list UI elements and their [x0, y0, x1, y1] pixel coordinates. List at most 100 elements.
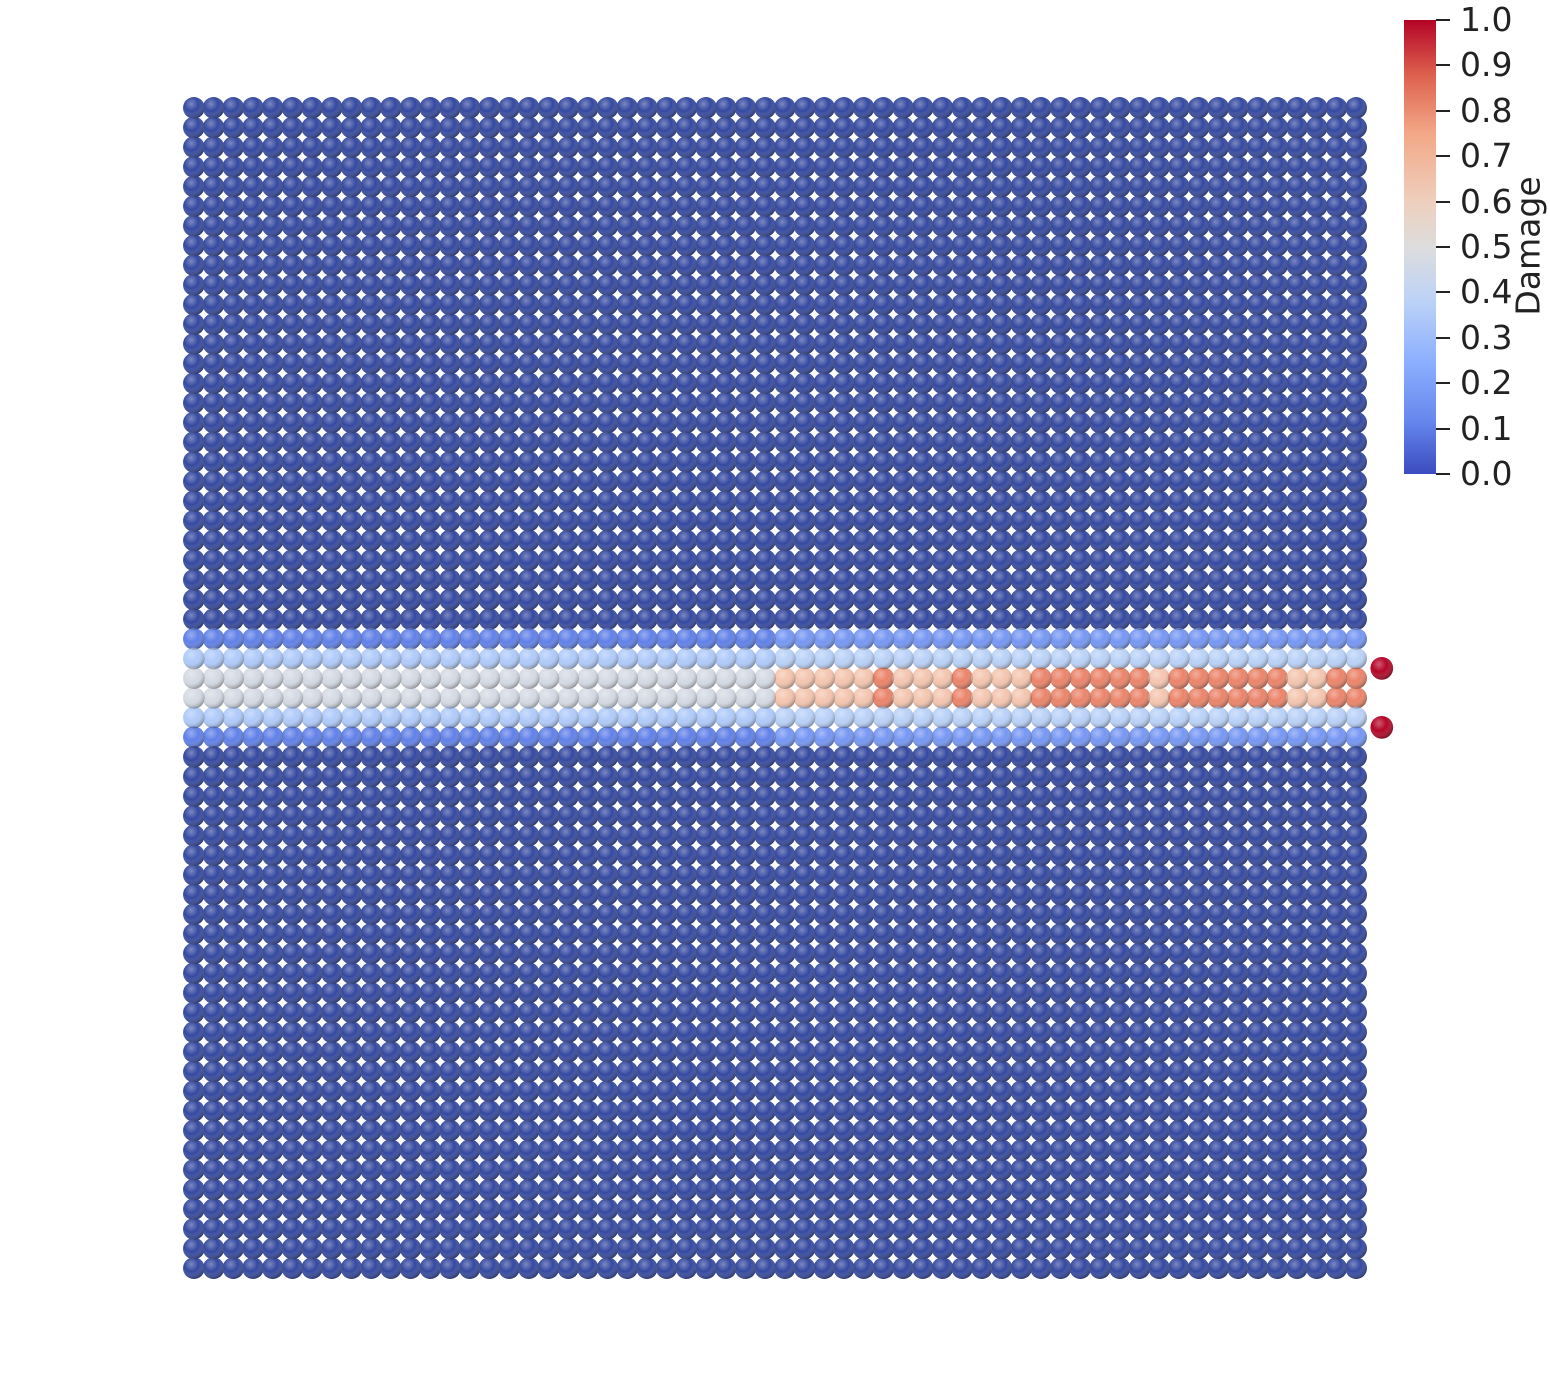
particle-shade: [439, 411, 461, 434]
particle-shade: [577, 451, 599, 473]
particle-shade: [911, 333, 934, 355]
particle-shade: [852, 372, 875, 394]
particle-shade: [616, 529, 639, 552]
particle-shade: [931, 352, 954, 375]
particle-shade: [813, 293, 836, 316]
particle-shade: [1049, 392, 1072, 414]
particle-shade: [1069, 529, 1092, 552]
particle-shade: [577, 392, 599, 414]
particle-shade: [1030, 215, 1052, 237]
particle-shade: [1305, 215, 1328, 237]
particle-shade: [360, 333, 382, 355]
particle-shade: [478, 352, 501, 375]
particle-shade: [1010, 274, 1033, 296]
particle-shade: [261, 431, 284, 453]
particle-shade: [931, 254, 954, 276]
particle-shade: [852, 333, 875, 355]
particle-shade: [1207, 490, 1230, 512]
particle-shade: [754, 136, 776, 158]
particle-shade: [1246, 372, 1269, 394]
particle-shade: [774, 195, 796, 217]
particle-shade: [951, 116, 973, 139]
particle-shade: [281, 195, 304, 217]
particle-shade: [675, 392, 698, 414]
particle-shade: [183, 411, 205, 434]
particle-shade: [872, 175, 895, 198]
particle-shade: [537, 372, 560, 394]
particle-shade: [419, 392, 442, 414]
particle-shade: [734, 431, 757, 453]
particle-shade: [1187, 529, 1210, 552]
particle-shade: [183, 234, 205, 257]
particle-shade: [222, 451, 245, 473]
particle-shade: [1168, 175, 1190, 198]
particle-shade: [1108, 175, 1131, 198]
particle-shade: [1305, 195, 1328, 217]
particle-shade: [202, 529, 225, 552]
particle-shade: [242, 392, 264, 414]
particle-shade: [596, 254, 619, 276]
particle-shade: [1089, 510, 1111, 532]
particle-shade: [1148, 372, 1170, 394]
particle-shade: [793, 392, 816, 414]
particle-shade: [340, 411, 363, 434]
particle-shade: [458, 116, 481, 139]
particle-shade: [301, 234, 323, 257]
particle-shade: [380, 470, 402, 493]
particle-shade: [360, 156, 382, 178]
particle-shade: [320, 274, 343, 296]
particle-shade: [734, 234, 757, 257]
particle-shade: [1345, 215, 1367, 237]
particle-shade: [419, 293, 442, 316]
particle-shade: [872, 97, 895, 119]
particle-shade: [793, 175, 816, 198]
particle-shade: [1049, 234, 1072, 257]
particle-shade: [222, 470, 245, 493]
particle-shade: [281, 392, 304, 414]
particle-shade: [911, 136, 934, 158]
particle-shade: [971, 451, 993, 473]
particle-shade: [202, 274, 225, 296]
particle-shading: [183, 97, 1394, 1279]
particle-shade: [734, 490, 757, 512]
particle-shade: [951, 529, 973, 552]
particle-shade: [1128, 175, 1151, 198]
particle-shade: [774, 313, 796, 335]
particle-shade: [439, 549, 461, 571]
particle-shade: [990, 254, 1013, 276]
particle-shade: [1187, 136, 1210, 158]
particle-shade: [852, 195, 875, 217]
particle-shade: [1089, 116, 1111, 139]
particle-shade: [872, 470, 895, 493]
particle-shade: [695, 333, 717, 355]
particle-shade: [281, 254, 304, 276]
particle-shade: [202, 195, 225, 217]
particle-shade: [1345, 274, 1367, 296]
particle-shade: [813, 333, 836, 355]
particle-shade: [1345, 195, 1367, 217]
particle-shade: [1207, 451, 1230, 473]
particle-shade: [1207, 136, 1230, 158]
particle-shade: [281, 333, 304, 355]
particle-shade: [596, 136, 619, 158]
particle-shade: [537, 313, 560, 335]
particle-shade: [636, 175, 658, 198]
particle-shade: [261, 490, 284, 512]
particle-shade: [1168, 234, 1190, 257]
particle-shade: [537, 470, 560, 493]
particle-shade: [577, 333, 599, 355]
particle-shade: [1207, 254, 1230, 276]
particle-shade: [261, 97, 284, 119]
particle-shade: [1168, 313, 1190, 335]
particle-shade: [971, 97, 993, 119]
particle-shade: [1246, 392, 1269, 414]
particle-shade: [714, 392, 737, 414]
particle-shade: [774, 116, 796, 139]
particle-shade: [577, 352, 599, 375]
particle-shade: [301, 490, 323, 512]
particle-shade: [1168, 136, 1190, 158]
particle-shade: [242, 234, 264, 257]
particle-shade: [557, 431, 579, 453]
particle-shade: [675, 254, 698, 276]
particle-shade: [675, 529, 698, 552]
